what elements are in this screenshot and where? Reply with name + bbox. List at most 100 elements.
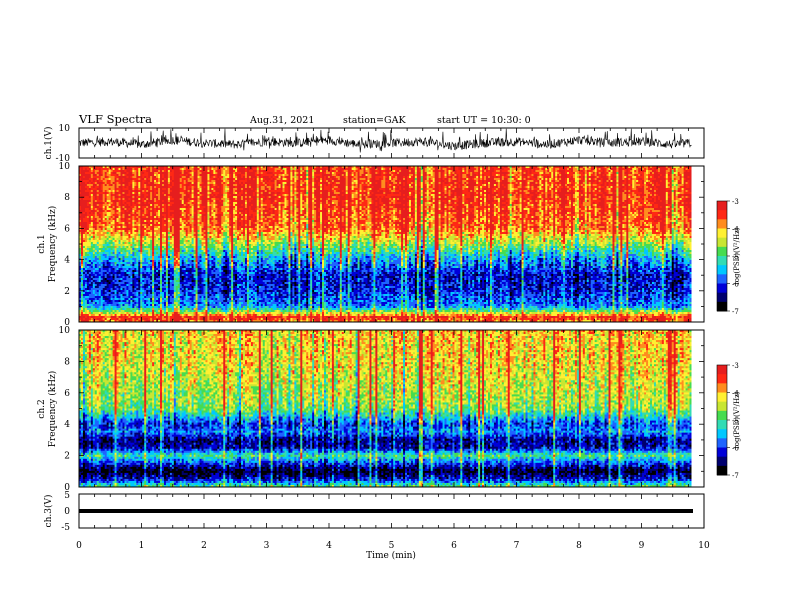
spectrogram-cell bbox=[310, 168, 313, 171]
spectrogram-cell bbox=[163, 168, 167, 171]
spectrogram-cell bbox=[405, 168, 408, 171]
spectrogram-cell bbox=[414, 166, 418, 169]
spectrogram-cell bbox=[458, 166, 461, 169]
spectrogram-cell bbox=[207, 166, 210, 169]
spectrogram-cell bbox=[100, 168, 104, 171]
spectrogram-cell bbox=[183, 166, 187, 169]
spectrogram-cell bbox=[420, 168, 424, 171]
spectrogram-cell bbox=[126, 168, 129, 171]
spectrogram-cell bbox=[495, 166, 499, 169]
spectrogram-cell bbox=[405, 166, 408, 169]
spectrogram-cell bbox=[545, 168, 548, 171]
spectrogram-cell bbox=[286, 168, 289, 171]
spectrogram-cell bbox=[689, 166, 692, 169]
spectrogram-cell bbox=[482, 168, 485, 171]
spectrogram-cell bbox=[351, 166, 355, 169]
spectrogram-cell bbox=[442, 166, 445, 169]
spectrogram-cell bbox=[219, 168, 222, 171]
spectrogram-cell bbox=[173, 166, 177, 169]
spectrogram-cell bbox=[667, 166, 671, 169]
spectrogram-cell bbox=[227, 168, 230, 171]
spectrogram-cell bbox=[347, 166, 351, 169]
spectrogram-cell bbox=[112, 168, 115, 171]
spectrogram-cell bbox=[82, 166, 86, 169]
spectrogram-cell bbox=[503, 166, 507, 169]
spectrogram-cell bbox=[156, 168, 159, 171]
spectrogram-cell bbox=[290, 168, 293, 171]
spectrogram-cell bbox=[276, 168, 279, 171]
spectrogram-cell bbox=[231, 168, 234, 171]
spectrogram-cell bbox=[576, 168, 580, 171]
spectrogram-cell bbox=[335, 166, 339, 169]
spectrogram-cell bbox=[509, 168, 513, 171]
spectrogram-cell bbox=[616, 166, 619, 169]
spectrogram-cell bbox=[308, 168, 311, 171]
spectrogram-cell bbox=[565, 168, 568, 171]
spectrogram-cell bbox=[440, 166, 443, 169]
spectrogram-cell bbox=[559, 168, 562, 171]
spectrogram-cell bbox=[450, 166, 453, 169]
spectrogram-cell bbox=[456, 166, 459, 169]
spectrogram-cell bbox=[466, 166, 469, 169]
spectrogram-cell bbox=[478, 168, 481, 171]
spectrogram-cell bbox=[286, 166, 289, 169]
spectrogram-cell bbox=[484, 168, 487, 171]
spectrogram-cell bbox=[110, 168, 113, 171]
spectrogram-cell bbox=[308, 166, 311, 169]
spectrogram-cell bbox=[535, 166, 538, 169]
spectrogram-cell bbox=[274, 168, 277, 171]
spectrogram-cell bbox=[369, 168, 372, 171]
spectrogram-cell bbox=[545, 166, 548, 169]
spectrogram-cell bbox=[154, 168, 157, 171]
spectrogram-cell bbox=[458, 168, 461, 171]
spectrogram-cell bbox=[80, 166, 84, 169]
spectrogram-cell bbox=[416, 168, 420, 171]
spectrogram-cell bbox=[369, 166, 372, 169]
spectrogram-cell bbox=[501, 166, 505, 169]
spectrogram-cell bbox=[353, 168, 357, 171]
spectrogram-cell bbox=[399, 168, 402, 171]
spectrogram-cell bbox=[663, 166, 667, 169]
spectrogram-cell bbox=[246, 168, 250, 171]
spectrogram-cell bbox=[602, 166, 605, 169]
spectrogram-cell bbox=[608, 166, 611, 169]
spectrogram-cell bbox=[82, 168, 86, 171]
ch1-waveform-panel: 10 -10 ch.1(V) bbox=[43, 124, 705, 164]
spectrogram-cell bbox=[213, 168, 216, 171]
spectrogram-cell bbox=[497, 168, 501, 171]
spectrogram-cell bbox=[136, 168, 139, 171]
spectrogram-cell bbox=[339, 168, 343, 171]
spectrogram-cell bbox=[511, 168, 515, 171]
spectrogram-cell bbox=[134, 168, 137, 171]
spectrogram-cell bbox=[480, 168, 483, 171]
spectrogram-cell bbox=[231, 166, 234, 169]
spectrogram-cell bbox=[292, 166, 295, 169]
spectrogram-cell bbox=[294, 168, 297, 171]
spectrogram-cell bbox=[108, 168, 112, 171]
spectrogram-cell bbox=[582, 166, 586, 169]
spectrogram-cell bbox=[280, 166, 283, 169]
spectrogram-cell bbox=[612, 166, 615, 169]
spectrogram-cell bbox=[320, 166, 323, 169]
spectrogram-cell bbox=[215, 166, 218, 169]
spectrogram-cell bbox=[161, 166, 165, 169]
spectrogram-cell bbox=[355, 166, 358, 169]
spectrogram-cell bbox=[331, 166, 335, 169]
spectrogram-cell bbox=[343, 168, 347, 171]
spectrogram-cell bbox=[116, 168, 119, 171]
spectrogram-cell bbox=[539, 168, 542, 171]
spectrogram-cell bbox=[683, 166, 686, 169]
spectrogram-cell bbox=[529, 168, 532, 171]
spectrogram-cell bbox=[535, 168, 538, 171]
spectrogram-cell bbox=[586, 166, 590, 169]
spectrogram-cell bbox=[203, 168, 206, 171]
spectrogram-cell bbox=[553, 168, 556, 171]
spectrogram-cell bbox=[569, 166, 572, 169]
spectrogram-cell bbox=[367, 166, 370, 169]
spectrogram-cell bbox=[306, 166, 309, 169]
spectrogram-cell bbox=[250, 166, 254, 169]
spectrogram-cell bbox=[280, 168, 283, 171]
spectrogram-cell bbox=[513, 166, 517, 169]
spectrogram-cell bbox=[213, 166, 216, 169]
spectrogram-cell bbox=[108, 166, 112, 169]
